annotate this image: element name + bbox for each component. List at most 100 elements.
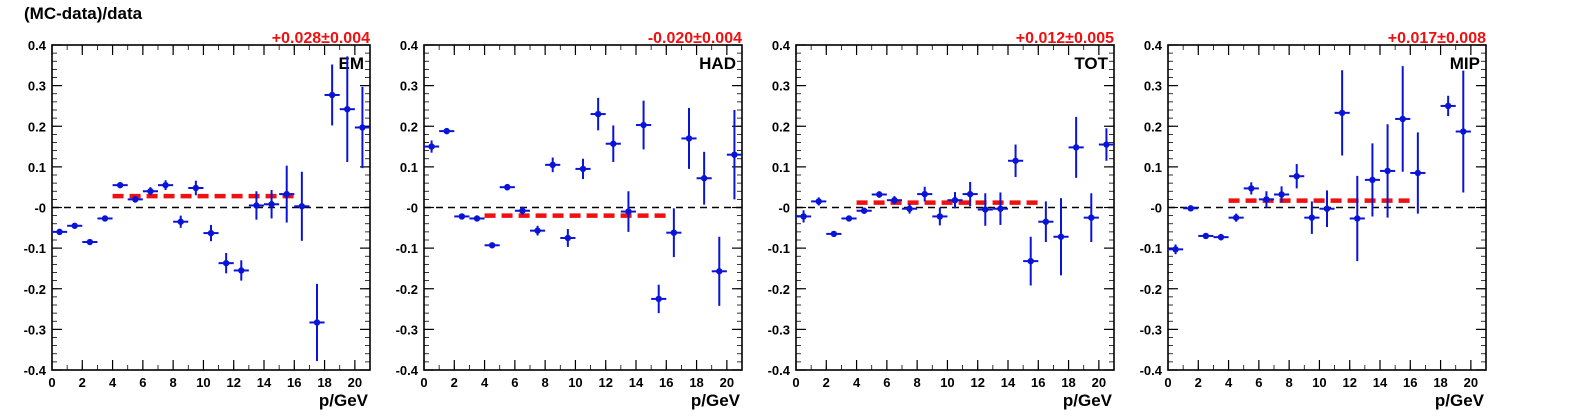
data-point bbox=[610, 140, 617, 147]
data-point bbox=[101, 215, 109, 222]
data-point bbox=[1354, 215, 1361, 222]
data-point bbox=[344, 105, 351, 113]
data-point bbox=[1248, 185, 1255, 192]
data-point bbox=[192, 184, 200, 192]
data-point bbox=[906, 205, 913, 212]
y-tick-label: -0.3 bbox=[1140, 322, 1162, 337]
y-tick-label: -0.1 bbox=[396, 241, 418, 256]
x-tick-label: 2 bbox=[823, 375, 830, 390]
y-tick-label: -0.1 bbox=[24, 241, 46, 256]
x-tick-label: 20 bbox=[1464, 375, 1478, 390]
x-tick-label: 10 bbox=[568, 375, 582, 390]
data-point bbox=[177, 218, 184, 225]
x-tick-label: 8 bbox=[170, 375, 177, 390]
y-tick-label: -0.2 bbox=[396, 282, 418, 297]
data-point bbox=[504, 183, 511, 191]
x-tick-label: 16 bbox=[1403, 375, 1417, 390]
x-tick-label: 18 bbox=[317, 375, 331, 390]
y-tick-label: -0.2 bbox=[1140, 282, 1162, 297]
data-point bbox=[891, 196, 898, 204]
data-point bbox=[966, 190, 974, 198]
x-tick-label: 12 bbox=[970, 375, 984, 390]
data-point bbox=[473, 215, 481, 222]
fit-result-annotation: -0.020±0.004 bbox=[648, 30, 742, 47]
data-point bbox=[1369, 176, 1376, 184]
data-point bbox=[147, 188, 154, 195]
data-point bbox=[253, 202, 260, 209]
x-tick-label: 14 bbox=[629, 375, 644, 390]
y-tick-label: 0.4 bbox=[772, 38, 791, 53]
y-tick-label: 0.1 bbox=[28, 160, 46, 175]
data-point bbox=[1187, 205, 1194, 212]
data-point bbox=[1263, 196, 1270, 203]
data-point bbox=[997, 205, 1004, 212]
data-point bbox=[655, 295, 662, 303]
data-point bbox=[222, 259, 230, 267]
data-point bbox=[1308, 214, 1316, 221]
x-tick-label: 2 bbox=[1195, 375, 1202, 390]
x-tick-label: 16 bbox=[287, 375, 301, 390]
y-tick-label: 0.1 bbox=[1144, 160, 1162, 175]
x-tick-label: 10 bbox=[940, 375, 954, 390]
y-tick-label: -0 bbox=[778, 201, 790, 216]
x-tick-label: 18 bbox=[1433, 375, 1447, 390]
data-point bbox=[860, 207, 868, 214]
panel-label: TOT bbox=[1074, 54, 1108, 73]
data-point bbox=[1217, 233, 1225, 241]
data-point bbox=[1293, 173, 1300, 180]
data-point bbox=[1278, 191, 1285, 198]
y-tick-label: 0.3 bbox=[28, 79, 46, 94]
data-point bbox=[1384, 167, 1391, 175]
x-tick-label: 14 bbox=[257, 375, 272, 390]
data-point bbox=[1027, 257, 1034, 265]
data-point bbox=[685, 135, 693, 142]
data-point bbox=[876, 191, 883, 198]
data-point bbox=[549, 161, 556, 169]
data-point bbox=[716, 268, 723, 275]
x-tick-label: 20 bbox=[720, 375, 734, 390]
x-tick-label: 16 bbox=[1031, 375, 1045, 390]
x-tick-label: 6 bbox=[139, 375, 146, 390]
x-tick-label: 20 bbox=[348, 375, 362, 390]
data-point bbox=[1460, 128, 1467, 135]
data-point bbox=[1338, 109, 1346, 117]
fit-result-annotation: +0.017±0.008 bbox=[1388, 30, 1486, 47]
data-point bbox=[564, 234, 572, 242]
x-tick-label: 12 bbox=[1342, 375, 1356, 390]
y-tick-label: -0.3 bbox=[24, 322, 46, 337]
x-tick-label: 4 bbox=[1225, 375, 1233, 390]
x-tick-label: 4 bbox=[481, 375, 489, 390]
data-point bbox=[1012, 157, 1019, 164]
y-tick-label: -0.3 bbox=[396, 322, 418, 337]
y-tick-label: 0.2 bbox=[1144, 119, 1162, 134]
y-tick-label: -0.4 bbox=[396, 363, 419, 378]
data-point bbox=[951, 196, 959, 204]
data-point bbox=[116, 181, 124, 189]
panel-label: HAD bbox=[699, 54, 736, 73]
data-point bbox=[579, 165, 587, 173]
x-tick-label: 0 bbox=[420, 375, 427, 390]
y-tick-label: -0.4 bbox=[1140, 363, 1163, 378]
panel-tot: -0.4 -0.3 -0.2 -0.1 -0 0.1 0.2 0.3 0.4 0 2 4 6 8 10 12 1… bbox=[768, 30, 1115, 410]
data-point bbox=[86, 238, 94, 246]
data-point bbox=[640, 121, 647, 129]
x-tick-label: 2 bbox=[79, 375, 86, 390]
data-point bbox=[1103, 141, 1110, 148]
y-tick-label: 0.3 bbox=[1144, 79, 1162, 94]
data-point bbox=[1072, 144, 1080, 151]
x-tick-label: 12 bbox=[598, 375, 612, 390]
x-axis-title: p/GeV bbox=[1063, 391, 1113, 410]
data-point bbox=[700, 175, 708, 182]
data-point bbox=[845, 215, 853, 222]
x-tick-label: 18 bbox=[689, 375, 703, 390]
data-point bbox=[283, 190, 290, 198]
y-tick-label: 0.1 bbox=[400, 160, 418, 175]
x-tick-label: 20 bbox=[1092, 375, 1106, 390]
data-point bbox=[71, 222, 78, 229]
data-point bbox=[298, 203, 306, 210]
y-tick-label: 0.1 bbox=[772, 160, 790, 175]
x-tick-label: 6 bbox=[883, 375, 890, 390]
y-tick-label: 0.4 bbox=[1144, 38, 1163, 53]
panel-mip: -0.4 -0.3 -0.2 -0.1 -0 0.1 0.2 0.3 0.4 0 2 4 6 8 10 12 1… bbox=[1140, 30, 1487, 410]
